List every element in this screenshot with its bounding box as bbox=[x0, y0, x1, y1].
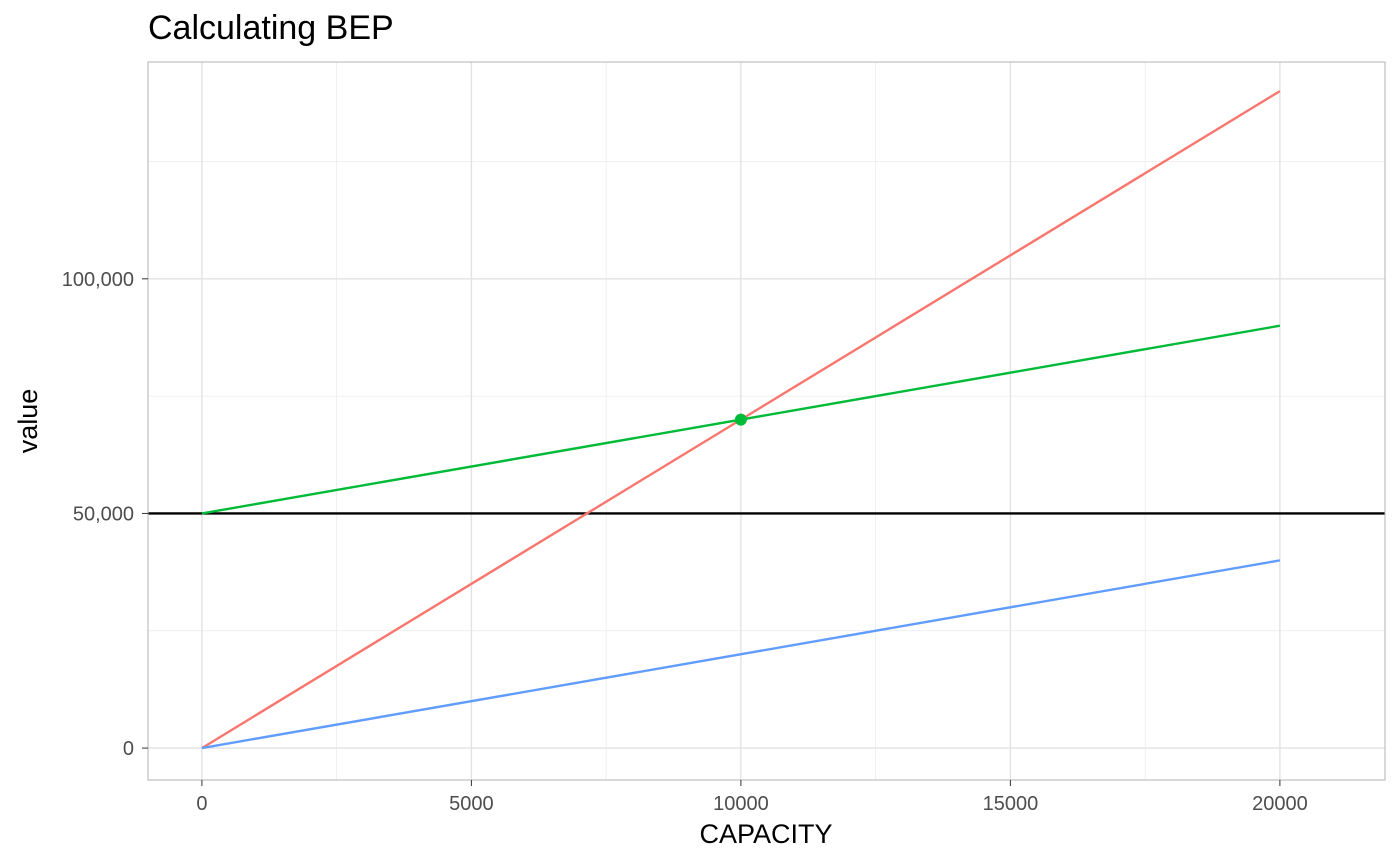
x-tick-label: 5000 bbox=[449, 793, 494, 815]
x-tick-label: 15000 bbox=[983, 793, 1039, 815]
grid-lines bbox=[148, 62, 1385, 780]
x-tick-label: 10000 bbox=[713, 793, 769, 815]
x-tick-label: 20000 bbox=[1252, 793, 1308, 815]
y-axis-ticks: 0 50,000 100,000 bbox=[62, 269, 148, 760]
chart-title: Calculating BEP bbox=[148, 9, 394, 47]
y-axis-title: value bbox=[13, 389, 43, 454]
x-axis-ticks: 0 5000 10000 15000 20000 bbox=[196, 780, 1308, 815]
y-tick-label: 0 bbox=[123, 738, 134, 760]
x-tick-label: 0 bbox=[196, 793, 207, 815]
x-axis-title: CAPACITY bbox=[699, 819, 832, 849]
panel-border bbox=[147, 61, 1386, 781]
data-series bbox=[148, 90, 1385, 750]
break-even-point bbox=[734, 413, 747, 426]
series-line-3 bbox=[201, 559, 1281, 750]
y-tick-label: 50,000 bbox=[73, 503, 134, 525]
y-tick-label: 100,000 bbox=[62, 269, 134, 291]
